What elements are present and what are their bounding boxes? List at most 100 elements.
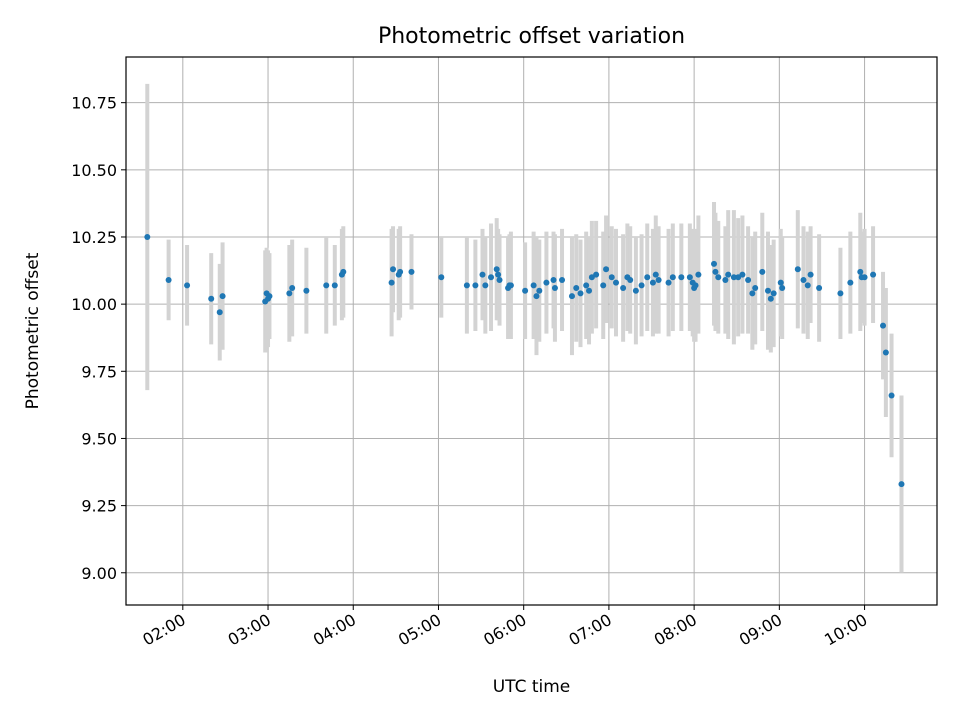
y-tick-label: 10.75 bbox=[71, 94, 117, 113]
data-point bbox=[752, 285, 759, 292]
data-point bbox=[479, 271, 486, 278]
data-point bbox=[184, 282, 191, 289]
data-point bbox=[764, 287, 771, 294]
data-point bbox=[749, 290, 756, 297]
data-point bbox=[730, 274, 737, 281]
data-point bbox=[493, 266, 500, 273]
data-point bbox=[722, 276, 729, 283]
data-point bbox=[759, 268, 766, 275]
data-point bbox=[770, 290, 777, 297]
data-point bbox=[340, 268, 347, 275]
data-point bbox=[898, 481, 905, 488]
data-point bbox=[603, 266, 610, 273]
data-point bbox=[568, 293, 575, 300]
data-point bbox=[652, 271, 659, 278]
data-point bbox=[632, 287, 639, 294]
y-tick-label: 10.50 bbox=[71, 161, 117, 180]
data-point bbox=[613, 279, 620, 286]
data-point bbox=[530, 282, 537, 289]
data-point bbox=[507, 282, 514, 289]
y-tick-label: 9.00 bbox=[81, 564, 117, 583]
data-point bbox=[586, 287, 593, 294]
data-point bbox=[837, 290, 844, 297]
data-point bbox=[686, 274, 693, 281]
data-point bbox=[577, 290, 584, 297]
data-point bbox=[463, 282, 470, 289]
data-point bbox=[649, 279, 656, 286]
data-point bbox=[533, 293, 540, 300]
data-point bbox=[669, 274, 676, 281]
data-point bbox=[739, 271, 746, 278]
data-point bbox=[880, 322, 887, 329]
data-point bbox=[495, 271, 502, 278]
y-tick-label: 10.00 bbox=[71, 295, 117, 314]
data-point bbox=[543, 279, 550, 286]
data-point bbox=[725, 271, 732, 278]
data-point bbox=[857, 268, 864, 275]
data-point bbox=[559, 276, 566, 283]
data-point bbox=[573, 285, 580, 292]
data-point bbox=[620, 285, 627, 292]
chart-title: Photometric offset variation bbox=[378, 24, 685, 49]
data-point bbox=[522, 287, 529, 294]
plot-frame bbox=[125, 56, 938, 606]
data-point bbox=[692, 282, 699, 289]
data-point bbox=[388, 279, 395, 286]
data-point bbox=[216, 309, 223, 316]
data-point bbox=[711, 260, 718, 267]
data-point bbox=[323, 282, 330, 289]
data-point bbox=[882, 349, 889, 356]
data-point bbox=[678, 274, 685, 281]
data-point bbox=[551, 285, 558, 292]
data-point bbox=[870, 271, 877, 278]
data-point bbox=[644, 274, 651, 281]
data-point bbox=[627, 276, 634, 283]
x-axis-label: UTC time bbox=[493, 677, 571, 697]
data-point bbox=[779, 285, 786, 292]
data-point bbox=[665, 279, 672, 286]
y-tick-label: 9.25 bbox=[81, 497, 117, 516]
data-point bbox=[712, 268, 719, 275]
data-point bbox=[266, 293, 273, 300]
data-point bbox=[777, 279, 784, 286]
y-tick-label: 9.75 bbox=[81, 362, 117, 381]
data-point bbox=[600, 282, 607, 289]
data-point bbox=[144, 233, 151, 240]
plot-area bbox=[126, 57, 937, 605]
data-point bbox=[536, 287, 543, 294]
data-point bbox=[715, 274, 722, 281]
data-point bbox=[655, 276, 662, 283]
data-point bbox=[208, 295, 215, 302]
data-point bbox=[289, 285, 296, 292]
data-point bbox=[583, 282, 590, 289]
data-point bbox=[496, 276, 503, 283]
data-point bbox=[482, 282, 489, 289]
data-point bbox=[408, 268, 415, 275]
data-points bbox=[144, 233, 905, 488]
data-point bbox=[888, 392, 895, 399]
y-axis-label: Photometric offset bbox=[23, 252, 43, 409]
data-point bbox=[807, 271, 814, 278]
data-point bbox=[472, 282, 479, 289]
data-point bbox=[438, 274, 445, 281]
data-point bbox=[745, 276, 752, 283]
data-point bbox=[800, 276, 807, 283]
data-point bbox=[397, 268, 404, 275]
y-tick-label: 9.50 bbox=[81, 429, 117, 448]
data-point bbox=[588, 274, 595, 281]
data-point bbox=[794, 266, 801, 273]
y-tick-label: 10.25 bbox=[71, 228, 117, 247]
data-point bbox=[638, 282, 645, 289]
data-point bbox=[303, 287, 310, 294]
data-point bbox=[390, 266, 397, 273]
data-point bbox=[861, 274, 868, 281]
grid bbox=[126, 57, 937, 605]
data-point bbox=[767, 295, 774, 302]
data-point bbox=[593, 271, 600, 278]
data-point bbox=[488, 274, 495, 281]
data-point bbox=[695, 271, 702, 278]
data-point bbox=[804, 282, 811, 289]
data-point bbox=[816, 285, 823, 292]
data-point bbox=[735, 274, 742, 281]
